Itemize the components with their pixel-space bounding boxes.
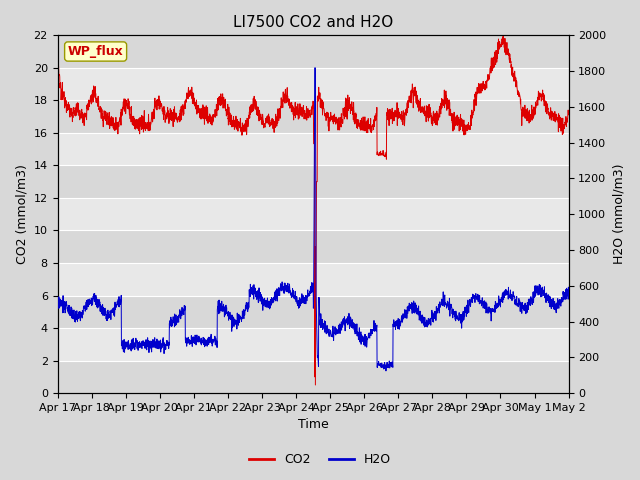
Y-axis label: H2O (mmol/m3): H2O (mmol/m3) <box>612 164 625 264</box>
Bar <box>58 296 568 328</box>
Title: LI7500 CO2 and H2O: LI7500 CO2 and H2O <box>233 15 393 30</box>
Bar <box>58 360 568 393</box>
Bar <box>58 166 568 198</box>
Bar <box>58 36 568 68</box>
Bar <box>58 100 568 133</box>
X-axis label: Time: Time <box>298 419 328 432</box>
Text: WP_flux: WP_flux <box>68 45 124 58</box>
Bar <box>58 263 568 296</box>
Bar <box>58 328 568 360</box>
Bar <box>58 133 568 166</box>
Legend: CO2, H2O: CO2, H2O <box>244 448 396 471</box>
Bar <box>58 198 568 230</box>
Y-axis label: CO2 (mmol/m3): CO2 (mmol/m3) <box>15 164 28 264</box>
Bar <box>58 230 568 263</box>
Bar <box>58 68 568 100</box>
